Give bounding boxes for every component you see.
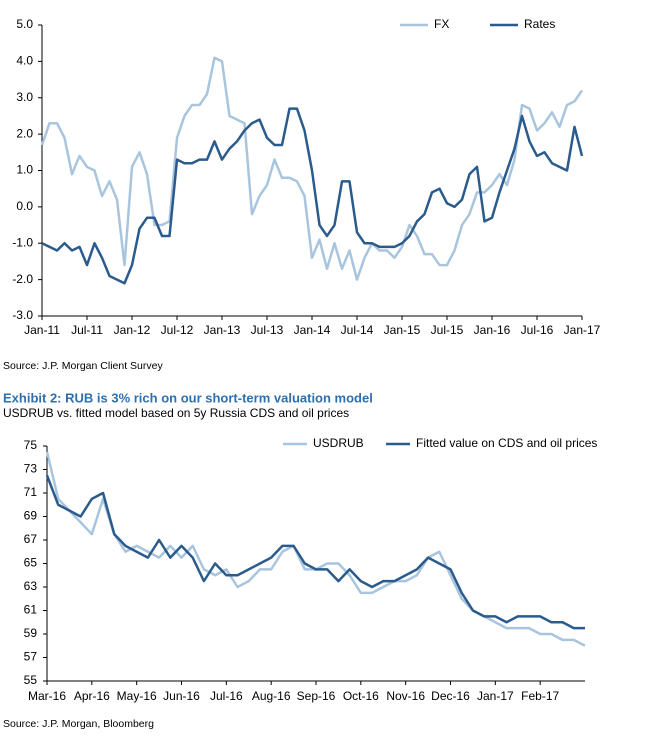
x-tick-label: Jan-13 — [204, 323, 241, 337]
x-tick-label: Jul-11 — [71, 323, 103, 337]
y-tick-label: 67 — [24, 532, 38, 546]
x-tick-label: Oct-16 — [343, 689, 379, 703]
legend-label: USDRUB — [313, 436, 364, 450]
x-tick-label: Jul-13 — [251, 323, 284, 337]
y-tick-label: 75 — [24, 438, 38, 452]
x-tick-label: Jan-14 — [294, 323, 331, 337]
x-tick-label: May-16 — [117, 689, 157, 703]
y-tick-label: 55 — [24, 673, 38, 687]
y-tick-label: 57 — [24, 650, 38, 664]
legend-label: Rates — [524, 17, 555, 31]
y-tick-label: 63 — [24, 579, 38, 593]
y-tick-label: 59 — [24, 626, 38, 640]
x-tick-label: Sep-16 — [297, 689, 336, 703]
y-tick-label: 73 — [24, 462, 38, 476]
x-tick-label: Aug-16 — [252, 689, 291, 703]
y-tick-label: 5.0 — [16, 17, 33, 31]
y-tick-label: -1.0 — [12, 235, 33, 249]
x-tick-label: Mar-16 — [28, 689, 66, 703]
series-line — [45, 451, 586, 647]
x-tick-label: Jul-12 — [161, 323, 194, 337]
x-tick-label: Jul-14 — [341, 323, 374, 337]
x-tick-label: Nov-16 — [386, 689, 425, 703]
legend-label: Fitted value on CDS and oil prices — [416, 436, 597, 450]
series-line — [45, 474, 585, 630]
chart-subtitle: USDRUB vs. fitted model based on 5y Russ… — [3, 406, 349, 420]
source-note: Source: J.P. Morgan, Bloomberg — [3, 718, 154, 730]
legend-label: FX — [434, 17, 449, 31]
source-note: Source: J.P. Morgan Client Survey — [3, 360, 163, 372]
x-tick-label: Jan-17 — [477, 689, 514, 703]
x-tick-label: Jan-12 — [114, 323, 151, 337]
y-tick-label: -3.0 — [12, 308, 33, 322]
series-line — [41, 107, 584, 285]
x-tick-label: Jul-15 — [431, 323, 464, 337]
y-tick-label: -2.0 — [12, 272, 33, 286]
y-tick-label: 2.0 — [16, 126, 33, 140]
y-tick-label: 65 — [24, 556, 38, 570]
x-tick-label: Jul-16 — [521, 323, 554, 337]
x-tick-label: Jan-17 — [564, 323, 601, 337]
y-tick-label: 0.0 — [16, 199, 33, 213]
y-tick-label: 1.0 — [16, 163, 33, 177]
y-tick-label: 3.0 — [16, 90, 33, 104]
x-tick-label: Jan-16 — [474, 323, 511, 337]
x-tick-label: Feb-17 — [521, 689, 559, 703]
y-tick-label: 4.0 — [16, 54, 33, 68]
y-tick-label: 61 — [24, 603, 38, 617]
x-tick-label: Jul-16 — [210, 689, 243, 703]
chart-title: Exhibit 2: RUB is 3% rich on our short-t… — [3, 390, 373, 405]
y-tick-label: 69 — [24, 509, 38, 523]
series-line — [40, 56, 584, 281]
x-tick-label: Apr-16 — [74, 689, 110, 703]
x-tick-label: Dec-16 — [431, 689, 470, 703]
y-tick-label: 71 — [24, 485, 38, 499]
x-tick-label: Jan-15 — [384, 323, 421, 337]
x-tick-label: Jan-11 — [24, 323, 60, 337]
x-tick-label: Jun-16 — [163, 689, 200, 703]
